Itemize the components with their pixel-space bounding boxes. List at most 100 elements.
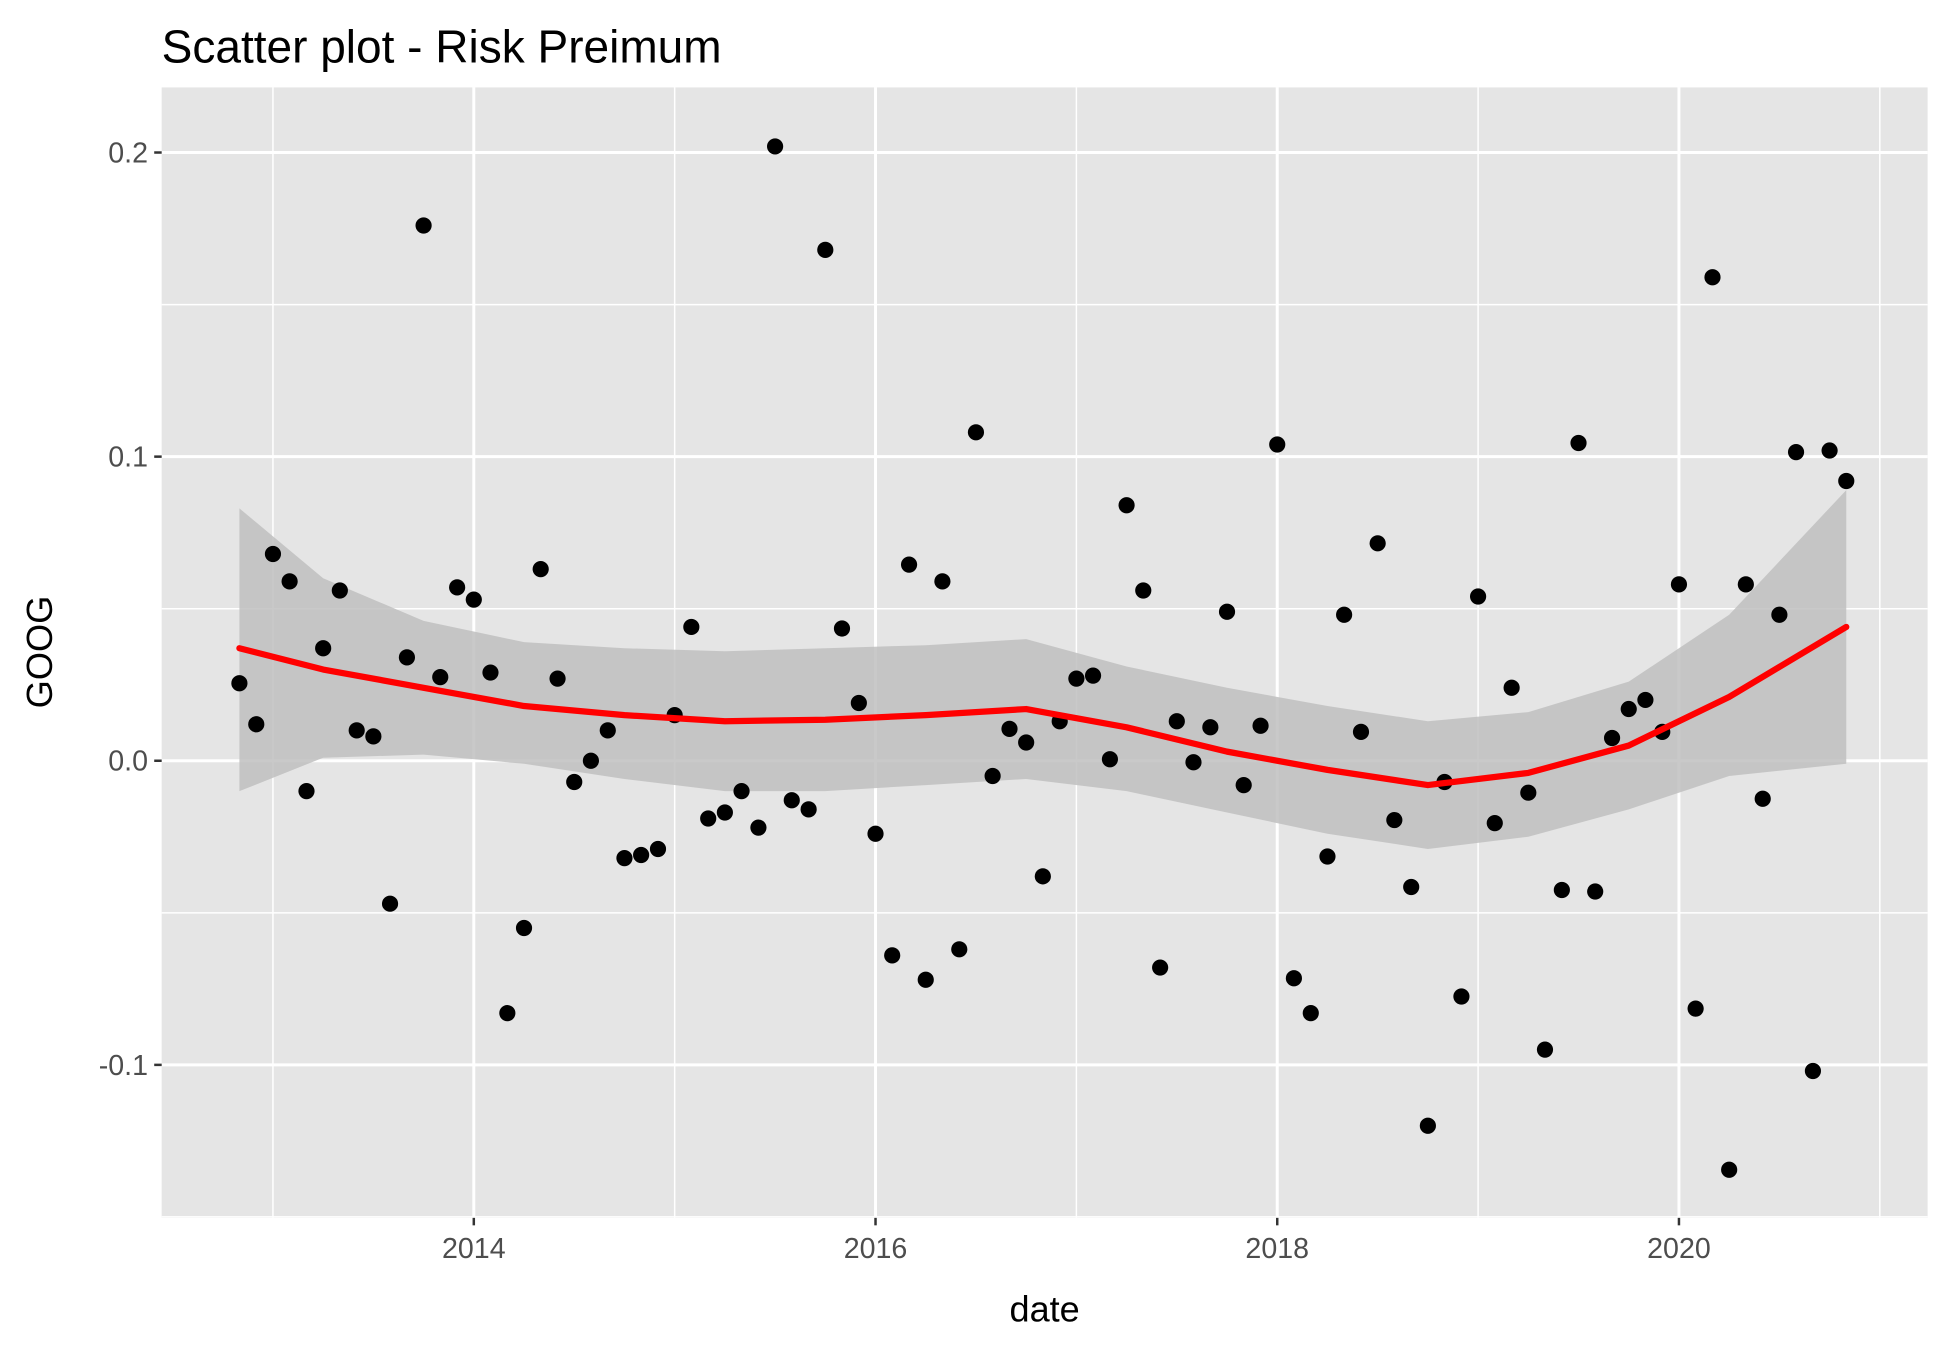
point (1486, 814, 1503, 832)
point (633, 846, 650, 864)
point (1637, 691, 1654, 709)
point (1084, 667, 1102, 684)
point (833, 620, 851, 637)
point (499, 1005, 516, 1022)
point (1352, 723, 1370, 740)
point (1737, 576, 1754, 593)
point (683, 618, 700, 636)
smooth-line (236, 623, 1850, 789)
point (1302, 1005, 1319, 1022)
point (1018, 734, 1035, 751)
point (1386, 811, 1403, 829)
point (1771, 606, 1788, 623)
chart-title: Scatter plot - Risk Preimum (162, 20, 722, 72)
point (231, 675, 248, 692)
point (750, 819, 767, 836)
point (465, 591, 482, 608)
point (482, 664, 499, 681)
point (1787, 443, 1805, 461)
point (934, 573, 951, 590)
point (867, 825, 884, 842)
point (1754, 790, 1771, 807)
point (900, 556, 918, 573)
point (1570, 434, 1587, 452)
y-tick-label: 0.1 (108, 442, 148, 474)
point (1369, 535, 1386, 552)
point (348, 722, 365, 739)
point (298, 783, 315, 800)
point (1068, 670, 1085, 687)
point (850, 694, 867, 712)
point (1168, 713, 1185, 730)
point (616, 849, 633, 867)
y-axis-label: GOOG (19, 596, 60, 709)
point (1453, 988, 1470, 1005)
point (1503, 679, 1520, 696)
point (1721, 1161, 1738, 1178)
point (315, 640, 332, 657)
point (649, 840, 667, 858)
point (1285, 970, 1302, 987)
point (884, 947, 901, 964)
point (331, 582, 348, 599)
point (733, 783, 750, 800)
point (1536, 1041, 1554, 1058)
point (1553, 881, 1570, 899)
point (582, 752, 599, 769)
y-tick-label: -0.1 (99, 1050, 148, 1082)
point (1838, 472, 1855, 490)
point (381, 895, 399, 912)
point (1118, 497, 1135, 514)
point (1520, 784, 1537, 801)
point (1269, 436, 1286, 453)
point (1135, 582, 1152, 599)
point (599, 722, 616, 739)
point (1704, 269, 1721, 286)
point (248, 716, 265, 733)
y-tick-label: 0.2 (108, 137, 148, 169)
point (1403, 878, 1420, 896)
point (449, 579, 466, 596)
point (700, 810, 717, 827)
point (566, 773, 583, 791)
point (532, 561, 549, 578)
point (783, 792, 800, 809)
x-tick-label: 2016 (844, 1233, 908, 1265)
point (967, 424, 985, 441)
point (1101, 751, 1119, 768)
point (767, 138, 784, 155)
point (1587, 883, 1604, 900)
point (1152, 959, 1169, 976)
point (1319, 848, 1336, 865)
point (800, 801, 817, 818)
point (1336, 606, 1353, 623)
point (281, 573, 298, 590)
point (1821, 442, 1838, 459)
point (1252, 717, 1269, 734)
point (1603, 729, 1621, 747)
point (1687, 1000, 1704, 1017)
confidence-band (239, 490, 1847, 849)
point (1202, 719, 1219, 736)
point (398, 649, 416, 666)
y-tick-label: 0.0 (108, 746, 148, 778)
x-tick-label: 2020 (1647, 1233, 1711, 1265)
point (549, 670, 566, 687)
point (1034, 868, 1051, 885)
point (1235, 776, 1252, 794)
point (432, 669, 449, 686)
point (1470, 588, 1487, 605)
x-tick-label: 2014 (442, 1233, 506, 1265)
point (515, 919, 533, 937)
point (365, 728, 382, 745)
point (264, 545, 282, 563)
point (917, 971, 934, 988)
point (1185, 754, 1202, 771)
x-tick-label: 2018 (1245, 1233, 1309, 1265)
point (415, 217, 432, 234)
point (817, 241, 834, 258)
point (1620, 700, 1637, 718)
point (984, 767, 1001, 785)
